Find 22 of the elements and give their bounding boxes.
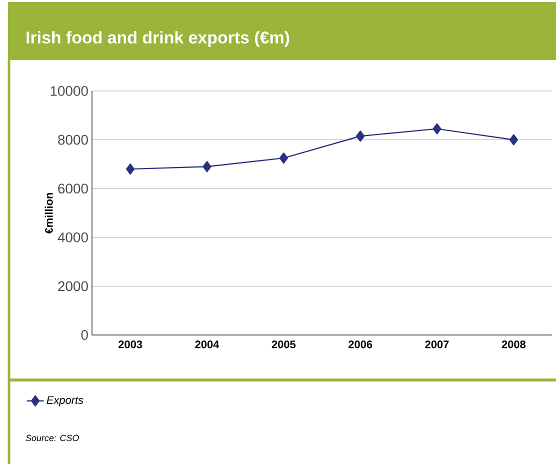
x-tick-label: 2006 <box>348 340 372 348</box>
y-tick-label: 2000 <box>58 281 88 292</box>
point <box>279 152 288 164</box>
point <box>202 161 212 172</box>
y-tick-label: 8000 <box>58 134 88 145</box>
y-tick-label: 4000 <box>58 232 88 242</box>
y-axis-title: €million <box>44 192 53 234</box>
source-note: Source: CSO <box>26 434 79 442</box>
point <box>126 163 135 175</box>
y-tick-label: 0 <box>81 330 88 340</box>
legend-label: Exports <box>46 396 84 406</box>
x-tick-label: 2008 <box>502 340 526 348</box>
y-tick-label: 6000 <box>58 184 88 194</box>
chart-title: Irish food and drink exports (€m) <box>26 31 290 47</box>
point <box>432 123 442 134</box>
x-tick-label: 2005 <box>272 340 296 348</box>
x-tick-label: 2003 <box>118 340 142 348</box>
point <box>509 134 518 146</box>
point <box>356 130 365 142</box>
x-tick-label: 2004 <box>195 340 220 348</box>
y-tick-label: 10000 <box>50 86 88 96</box>
x-tick-label: 2007 <box>425 340 449 348</box>
